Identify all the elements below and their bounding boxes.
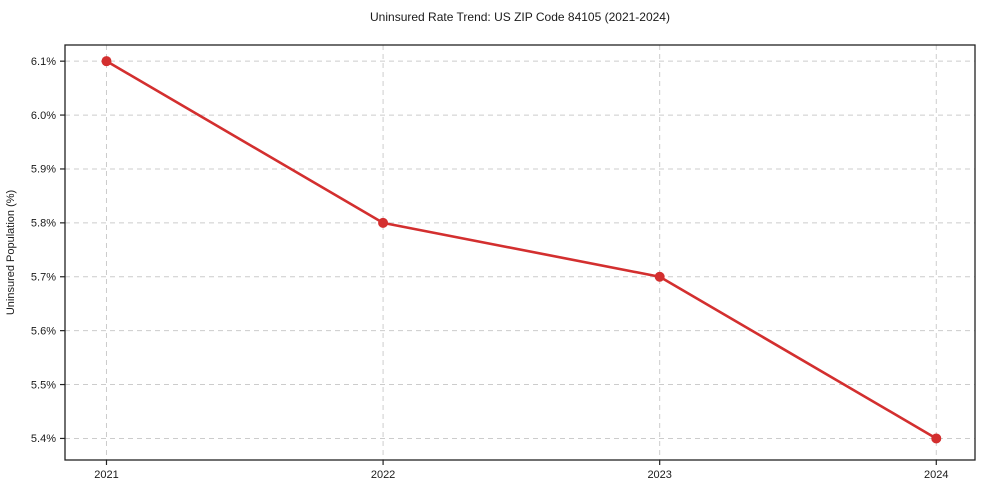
y-tick-label: 6.0% [31,110,56,122]
y-tick-label: 5.8% [31,218,56,230]
x-tick-label: 2021 [94,469,118,481]
plot-background [65,45,975,460]
y-tick-label: 6.1% [31,56,56,68]
x-tick-label: 2022 [371,469,395,481]
plot-area: 5.4% 5.5% 5.6% 5.7% 5.8% 5.9% 6.0% 6.1% 2021 2022… [31,44,976,481]
chart-title: Uninsured Rate Trend: US ZIP Code 84105 … [370,10,670,24]
y-tick-label: 5.9% [31,164,56,176]
x-tick-label: 2024 [924,469,948,481]
y-tick-label: 5.5% [31,379,56,391]
axes-spines [64,44,976,461]
trend-line [105,59,938,440]
data-point-marker [378,217,389,228]
y-tick-label: 5.7% [31,271,56,283]
x-tick-label: 2023 [647,469,671,481]
y-tick-label: 5.4% [31,433,56,445]
data-point-marker [654,271,665,282]
data-point-marker [931,433,942,444]
y-tick-label: 5.6% [31,325,56,337]
data-point-marker [101,56,112,67]
y-axis-label: Uninsured Population (%) [5,190,17,315]
